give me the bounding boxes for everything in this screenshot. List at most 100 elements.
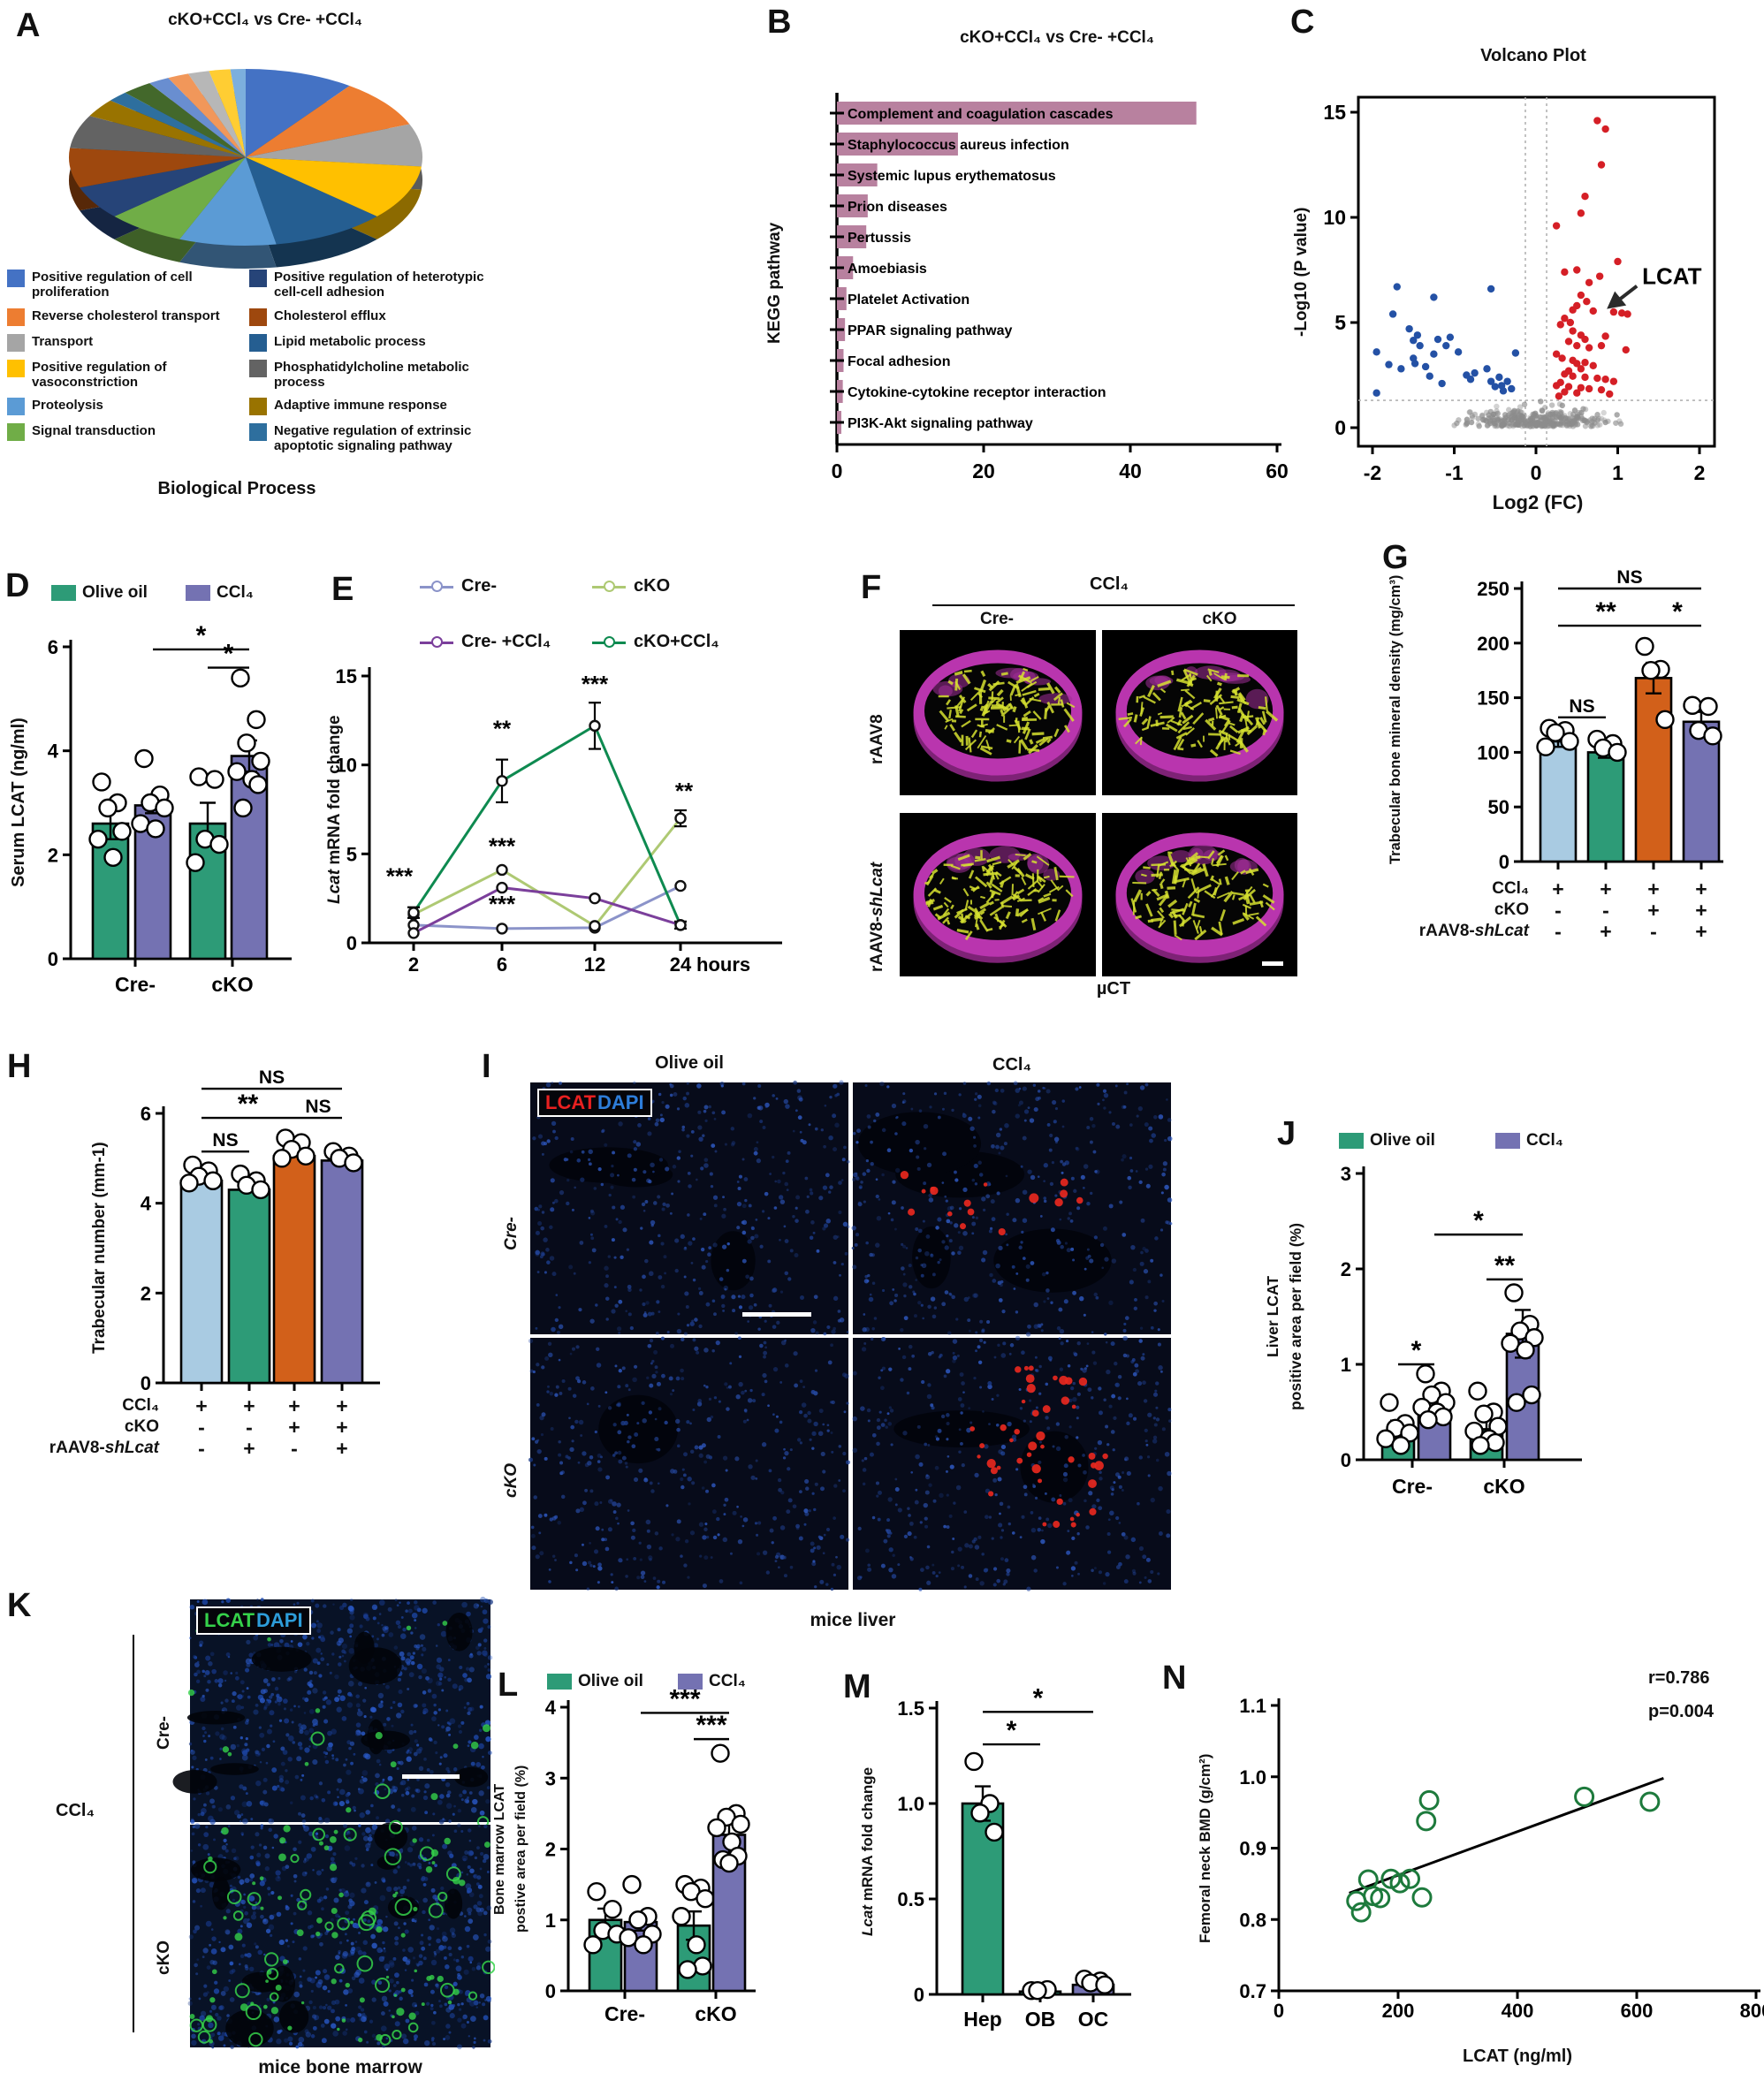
legend-item: Adaptive immune response xyxy=(249,398,493,415)
svg-text:10: 10 xyxy=(336,755,357,777)
data-point xyxy=(1536,737,1555,756)
y-tick-label: 3 xyxy=(545,1767,556,1789)
data-point xyxy=(1560,732,1579,751)
legend-item: Olive oil xyxy=(51,583,148,603)
data-point xyxy=(1471,1436,1490,1455)
up-gene-point xyxy=(1601,125,1609,133)
down-gene-point xyxy=(1430,350,1438,358)
bm-stain-badge: LCAT DAPI xyxy=(196,1606,311,1635)
condition-row-label: CCl₄ xyxy=(1492,879,1529,898)
down-gene-point xyxy=(1413,331,1422,339)
data-point xyxy=(1416,1811,1437,1832)
legend-item: Signal transduction xyxy=(7,423,247,441)
series-marker xyxy=(674,812,687,824)
pie-slice xyxy=(246,124,423,167)
sig-annotation: *** xyxy=(582,671,609,697)
data-point xyxy=(112,822,132,841)
down-gene-point xyxy=(1410,337,1418,345)
up-gene-point xyxy=(1585,384,1593,393)
legend-item: Positive regulation of vasoconstriction xyxy=(7,359,247,391)
down-gene-point xyxy=(1416,341,1424,350)
pie-chart xyxy=(0,27,495,305)
down-gene-point xyxy=(1385,361,1393,368)
y-tick-label: 200 xyxy=(1477,633,1509,655)
data-point xyxy=(134,748,154,769)
uct-images xyxy=(848,539,1370,1056)
data-point xyxy=(205,770,224,789)
kegg-pathway-label: PI3K-Akt signaling pathway xyxy=(848,416,1033,431)
svg-text:-1: -1 xyxy=(1445,461,1464,484)
series-marker xyxy=(496,863,508,877)
legend-swatch xyxy=(249,270,267,287)
panel-label-i: I xyxy=(482,1048,491,1085)
up-gene-point xyxy=(1552,382,1561,390)
up-gene-point xyxy=(1597,385,1606,394)
up-gene-point xyxy=(1601,332,1609,340)
data-point xyxy=(1418,1409,1438,1430)
legend-item: Phosphatidylcholine metabolic process xyxy=(249,359,493,391)
kegg-pathway-label: Systemic lupus erythematosus xyxy=(848,169,1056,184)
legend-item: Transport xyxy=(7,333,247,352)
panel-label-b: B xyxy=(767,4,792,41)
liver-stain-badge: LCAT DAPI xyxy=(537,1089,652,1117)
kegg-x-tick: 0 xyxy=(832,459,843,482)
pie-slice xyxy=(125,83,246,157)
sig-label: * xyxy=(1033,1683,1044,1712)
condition-value: + xyxy=(1552,877,1564,900)
kegg-bars: Complement and coagulation cascades Staph… xyxy=(830,93,1289,482)
sig-label: NS xyxy=(259,1067,285,1088)
data-point xyxy=(1522,1385,1541,1405)
data-point xyxy=(186,853,205,872)
data-point xyxy=(179,1173,199,1193)
pie-slice xyxy=(246,86,410,157)
up-gene-point xyxy=(1597,161,1606,169)
data-point xyxy=(1546,723,1565,742)
kegg-bar-chart: Complement and coagulation cascades Staph… xyxy=(742,0,1290,535)
x-unit-label: hours xyxy=(696,953,750,976)
legend-item: CCl₄ xyxy=(186,583,254,603)
legend-item: cKO xyxy=(592,576,670,596)
data-point xyxy=(1350,1902,1372,1923)
uct-group-header: CCl₄ xyxy=(1090,574,1129,594)
panel-bmd-correlation: N r=0.786 p=0.004 Femoral neck BMD (g/cm… xyxy=(1158,1635,1764,2096)
dapi-stain-label: DAPI xyxy=(597,1091,644,1113)
down-gene-point xyxy=(1508,384,1516,393)
panel-bone-marrow-if: K CCl₄ Cre- cKO LCAT DAPI mice bone marr… xyxy=(0,1573,496,2096)
up-gene-point xyxy=(1577,365,1585,373)
legend-label: Positive regulation of vasoconstriction xyxy=(32,359,167,390)
y-tick-label: 1.5 xyxy=(897,1697,924,1720)
data-point xyxy=(1380,1393,1399,1412)
legend-label: Negative regulation of extrinsic apoptot… xyxy=(274,423,472,454)
svg-text:0: 0 xyxy=(1531,461,1542,484)
data-point xyxy=(1486,1432,1505,1453)
legend-swatch xyxy=(249,423,267,441)
sig-label: ** xyxy=(1595,597,1616,627)
pie-slice xyxy=(209,69,246,157)
up-gene-point xyxy=(1597,341,1606,350)
legend-label: Reverse cholesterol transport xyxy=(32,308,220,323)
uct-header-line xyxy=(932,604,1295,606)
up-gene-point xyxy=(1609,308,1618,316)
legend-swatch xyxy=(249,333,267,352)
kegg-pathway-label: Amoebiasis xyxy=(848,262,927,277)
y-tick-label: 3 xyxy=(1341,1163,1351,1185)
x-tick-label: 6 xyxy=(497,953,507,976)
sig-label: NS xyxy=(212,1130,238,1151)
data-point xyxy=(678,1960,697,1979)
svg-text:0: 0 xyxy=(1334,416,1346,439)
legend-item: Olive oil xyxy=(547,1672,643,1691)
data-point xyxy=(203,1171,223,1190)
sig-label: * xyxy=(1007,1716,1017,1745)
panel-liver-lcat-quant: J Liver LCAT positive area per field (%)… xyxy=(1237,1105,1764,1652)
down-gene-point xyxy=(1426,372,1433,380)
down-gene-point xyxy=(1454,348,1463,356)
x-category-label: Cre- xyxy=(115,973,156,996)
legend-swatch xyxy=(7,308,25,326)
data-point xyxy=(964,1751,984,1772)
panel-bone-mineral-density: G Trabecular bone mineral density (mg/cm… xyxy=(1370,530,1764,1113)
data-point xyxy=(209,834,229,854)
pie-slice xyxy=(230,69,246,157)
condition-value: - xyxy=(1602,899,1609,922)
legend-item: cKO+CCl₄ xyxy=(592,632,719,652)
